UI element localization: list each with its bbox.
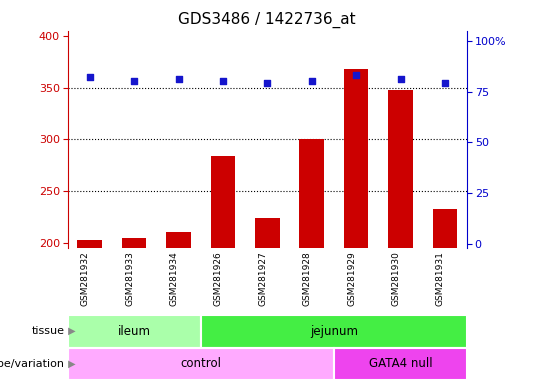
Bar xyxy=(334,348,467,380)
Bar xyxy=(78,240,102,384)
Text: GSM281932: GSM281932 xyxy=(80,251,90,306)
Text: ileum: ileum xyxy=(118,325,151,338)
Text: GSM281927: GSM281927 xyxy=(258,251,267,306)
Point xyxy=(263,80,272,86)
Text: GSM281929: GSM281929 xyxy=(347,251,356,306)
Text: GATA4 null: GATA4 null xyxy=(369,358,433,370)
Text: GSM281928: GSM281928 xyxy=(303,251,312,306)
Bar xyxy=(68,348,334,380)
Point xyxy=(174,76,183,83)
Text: GSM281934: GSM281934 xyxy=(170,251,179,306)
Point xyxy=(130,78,138,84)
Text: GSM281931: GSM281931 xyxy=(436,251,445,306)
Text: ▶: ▶ xyxy=(65,326,76,336)
Text: GSM281933: GSM281933 xyxy=(125,251,134,306)
Text: ▶: ▶ xyxy=(65,359,76,369)
Bar xyxy=(201,315,467,348)
Text: tissue: tissue xyxy=(32,326,65,336)
Text: GSM281930: GSM281930 xyxy=(392,251,401,306)
Point xyxy=(352,72,360,78)
Text: control: control xyxy=(180,358,221,370)
Point xyxy=(219,78,227,84)
Text: GSM281926: GSM281926 xyxy=(214,251,223,306)
Point xyxy=(85,74,94,80)
Bar xyxy=(300,139,324,384)
Bar xyxy=(166,232,191,384)
Bar xyxy=(255,218,280,384)
Bar xyxy=(344,69,368,384)
Text: jejunum: jejunum xyxy=(310,325,358,338)
Bar xyxy=(211,156,235,384)
Point xyxy=(307,78,316,84)
Text: genotype/variation: genotype/variation xyxy=(0,359,65,369)
Title: GDS3486 / 1422736_at: GDS3486 / 1422736_at xyxy=(179,12,356,28)
Bar xyxy=(388,89,413,384)
Point xyxy=(396,76,405,83)
Bar xyxy=(68,315,201,348)
Point xyxy=(441,80,449,86)
Bar xyxy=(122,238,146,384)
Bar xyxy=(433,209,457,384)
